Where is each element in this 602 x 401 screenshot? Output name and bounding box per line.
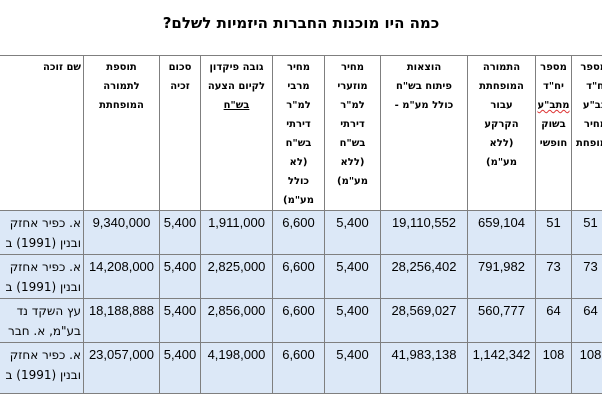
cell-reduced-payment: 659,104 (467, 210, 536, 255)
cell-dev-costs: 19,110,552 (380, 210, 468, 255)
table-header-row: שם זוכה תוספת לתמורה המופחתת סכום זכיה גובה… (0, 55, 602, 211)
cell-winner: א. כפיר אחזק ובנין (1991) ב (0, 254, 84, 299)
header-dev-costs: הוצאות פיתוח בש"ח כולל מע"מ - (380, 55, 468, 211)
cell-discounted-price: 5,400 (324, 210, 381, 255)
header-winner-label: שם זוכה (43, 62, 81, 73)
header-discount: סכום זכיה (159, 55, 201, 211)
cell-bonus: 9,340,000 (83, 210, 160, 255)
cell-winner: א. כפיר אחזק ובנין (1991) ב (0, 342, 84, 394)
cell-discount: 5,400 (159, 254, 201, 299)
cell-discount: 5,400 (159, 210, 201, 255)
header-bonus-line-3: המופחתת (99, 100, 144, 111)
cell-deposit: 4,198,000 (200, 342, 273, 394)
header-units-free-line-1: מספר (540, 62, 567, 73)
cell-units-target: 108 (571, 342, 602, 394)
header-winner: שם זוכה (0, 55, 84, 211)
header-dev-costs-label: הוצאות פיתוח בש"ח כולל מע"מ - (394, 62, 454, 111)
cell-winner: עץ השקד נד בע"מ, א. חבר (0, 298, 84, 343)
header-deposit-line-2: לקיום הצעה (207, 81, 266, 92)
table-row: א. כפיר אחזק ובנין (1991) ב 23,057,000 5… (0, 342, 602, 394)
cell-discounted-price: 5,400 (324, 298, 381, 343)
cell-max-price: 6,600 (272, 254, 325, 299)
header-units-free-line-4: בשוק חופשי (539, 119, 568, 149)
header-discount-line-1: סכום (168, 62, 192, 73)
header-max-price-label: מחיר מרבי למ"ר דירתי בש"ח (לא כולל מע"מ) (283, 62, 314, 206)
cell-max-price: 6,600 (272, 298, 325, 343)
cell-discounted-price: 5,400 (324, 342, 381, 394)
cell-units-free: 64 (535, 298, 572, 343)
header-units-target: מספר יח"ד בב"ע מחיר מופחת (571, 55, 602, 211)
tenders-table: שם זוכה תוספת לתמורה המופחתת סכום זכיה גובה… (0, 55, 602, 394)
table-row: א. כפיר אחזק ובנין (1991) ב 9,340,000 5,… (0, 210, 602, 255)
cell-units-target: 51 (571, 210, 602, 255)
header-units-free: מספר יח"ד מתב"ע בשוק חופשי (535, 55, 572, 211)
header-discounted-price: מחיר מוזערי למ"ר דירתי בש"ח (ללא מע"מ) (324, 55, 381, 211)
cell-reduced-payment: 791,982 (467, 254, 536, 299)
header-bonus-line-2: לתמורה (103, 81, 140, 92)
cell-max-price: 6,600 (272, 210, 325, 255)
header-bonus-line-1: תוספת (106, 62, 137, 73)
cell-reduced-payment: 560,777 (467, 298, 536, 343)
header-units-target-label: מספר יח"ד בב"ע מחיר מופחת (576, 62, 602, 149)
cell-dev-costs: 28,256,402 (380, 254, 468, 299)
cell-deposit: 2,825,000 (200, 254, 273, 299)
header-deposit-line-1: גובה פיקדון (209, 62, 264, 73)
cell-dev-costs: 28,569,027 (380, 298, 468, 343)
cell-reduced-payment: 1,142,342 (467, 342, 536, 394)
header-units-free-line-3: מתב"ע (537, 100, 570, 111)
page-title: כמה היו מוכנות החברות היזמיות לשלם? (162, 14, 440, 32)
cell-deposit: 1,911,000 (200, 210, 273, 255)
cell-units-target: 73 (571, 254, 602, 299)
header-reduced-payment-label: התמורה המופחתת עבור הקרקע (ללא מע"מ) (479, 62, 524, 168)
cell-dev-costs: 41,983,138 (380, 342, 468, 394)
cell-discount: 5,400 (159, 342, 201, 394)
cell-units-free: 73 (535, 254, 572, 299)
cell-winner: א. כפיר אחזק ובנין (1991) ב (0, 210, 84, 255)
header-discount-line-2: זכיה (170, 81, 190, 92)
table-row: א. כפיר אחזק ובנין (1991) ב 14,208,000 5… (0, 254, 602, 299)
cell-max-price: 6,600 (272, 342, 325, 394)
header-deposit-line-3: בש"ח (223, 100, 250, 111)
header-max-price: מחיר מרבי למ"ר דירתי בש"ח (לא כולל מע"מ) (272, 55, 325, 211)
cell-bonus: 14,208,000 (83, 254, 160, 299)
cell-units-free: 51 (535, 210, 572, 255)
cell-units-free: 108 (535, 342, 572, 394)
header-bonus: תוספת לתמורה המופחתת (83, 55, 160, 211)
cell-deposit: 2,856,000 (200, 298, 273, 343)
cell-bonus: 23,057,000 (83, 342, 160, 394)
cell-bonus: 18,188,888 (83, 298, 160, 343)
header-reduced-payment: התמורה המופחתת עבור הקרקע (ללא מע"מ) (467, 55, 536, 211)
cell-discounted-price: 5,400 (324, 254, 381, 299)
header-units-free-line-2: יח"ד (543, 81, 564, 92)
cell-units-target: 64 (571, 298, 602, 343)
cell-discount: 5,400 (159, 298, 201, 343)
table-row: עץ השקד נד בע"מ, א. חבר 18,188,888 5,400… (0, 298, 602, 343)
header-deposit: גובה פיקדון לקיום הצעה בש"ח (200, 55, 273, 211)
header-discounted-price-label: מחיר מוזערי למ"ר דירתי בש"ח (ללא מע"מ) (337, 62, 368, 187)
